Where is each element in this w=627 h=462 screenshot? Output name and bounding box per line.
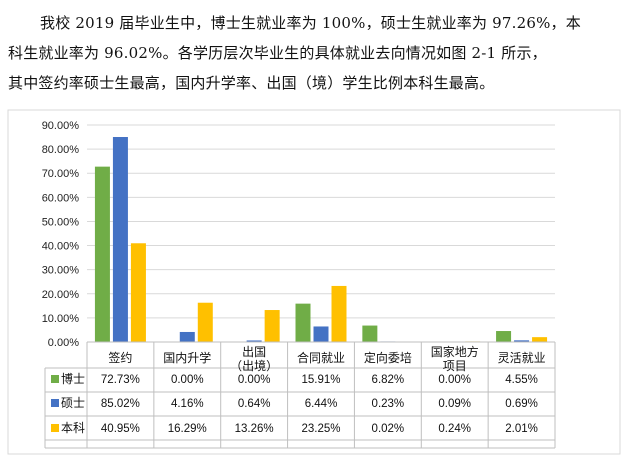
bar-硕士: [313, 326, 329, 342]
data-label: 0.69%: [505, 398, 538, 410]
y-tick-label: 0.00%: [48, 337, 79, 349]
data-label: 6.44%: [305, 398, 338, 410]
data-label: 0.00%: [438, 374, 471, 386]
bar-本科: [197, 302, 213, 342]
bar-博士: [295, 303, 311, 342]
category-label: 定向委培: [364, 350, 412, 365]
bar-博士: [496, 331, 512, 342]
y-tick-label: 20.00%: [42, 289, 80, 301]
y-tick-label: 60.00%: [42, 192, 80, 204]
data-label: 0.23%: [372, 398, 405, 410]
bar-博士: [362, 325, 378, 342]
bar-本科: [130, 243, 146, 342]
legend-key-硕士: [51, 399, 59, 407]
paragraph-line-3: 其中签约率硕士生最高，国内升学率、出国（境）学生比例本科生最高。: [8, 74, 495, 92]
category-label: 灵活就业: [498, 351, 546, 365]
data-label: 40.95%: [101, 423, 140, 435]
data-label: 85.02%: [101, 398, 140, 410]
data-label: 0.24%: [438, 423, 471, 435]
data-label: 4.16%: [171, 398, 204, 410]
legend-key-博士: [51, 375, 59, 383]
data-label: 2.01%: [505, 423, 538, 435]
category-label: 国内升学: [163, 350, 211, 365]
y-tick-label: 10.00%: [42, 313, 80, 325]
category-label: 合同就业: [297, 350, 345, 365]
legend-label-博士: 博士: [61, 371, 85, 386]
y-tick-label: 30.00%: [42, 265, 80, 277]
bar-博士: [94, 166, 110, 342]
bar-硕士: [246, 340, 262, 342]
category-label: （出境）: [230, 358, 278, 373]
y-tick-label: 50.00%: [42, 216, 80, 228]
data-label: 0.00%: [238, 374, 271, 386]
data-label: 0.02%: [372, 423, 405, 435]
intro-paragraph: 我校 2019 届毕业生中，博士生就业率为 100%，硕士生就业率为 97.26…: [8, 8, 620, 98]
data-label: 23.25%: [301, 423, 340, 435]
bar-硕士: [179, 331, 195, 342]
bar-硕士: [112, 137, 128, 342]
paragraph-line-2: 科生就业率为 96.02%。各学历层次毕业生的具体就业去向情况如图 2-1 所示…: [8, 44, 547, 62]
y-tick-label: 70.00%: [42, 168, 80, 180]
data-label: 0.09%: [438, 398, 471, 410]
data-label: 13.26%: [235, 423, 274, 435]
category-label: 签约: [108, 350, 132, 365]
bar-本科: [264, 310, 280, 342]
y-tick-label: 90.00%: [42, 120, 80, 132]
data-label: 72.73%: [101, 374, 140, 386]
bar-本科: [532, 337, 548, 342]
category-label: 出国: [242, 345, 266, 359]
bar-硕士: [514, 340, 530, 342]
data-label: 16.29%: [168, 423, 207, 435]
data-label: 15.91%: [301, 374, 340, 386]
legend-label-本科: 本科: [61, 421, 85, 435]
data-label: 0.00%: [171, 374, 204, 386]
y-tick-label: 80.00%: [42, 144, 80, 156]
category-label: 项目: [443, 359, 467, 373]
data-label: 6.82%: [372, 374, 405, 386]
data-label: 0.64%: [238, 398, 271, 410]
legend-label-硕士: 硕士: [61, 396, 85, 410]
bar-本科: [331, 285, 347, 342]
chart-frame: [7, 109, 621, 455]
category-label: 国家地方: [431, 344, 479, 359]
data-label: 4.55%: [505, 374, 538, 386]
paragraph-line-1: 我校 2019 届毕业生中，博士生就业率为 100%，硕士生就业率为 97.26…: [40, 14, 581, 32]
legend-key-本科: [51, 424, 59, 432]
y-tick-label: 40.00%: [42, 241, 80, 253]
